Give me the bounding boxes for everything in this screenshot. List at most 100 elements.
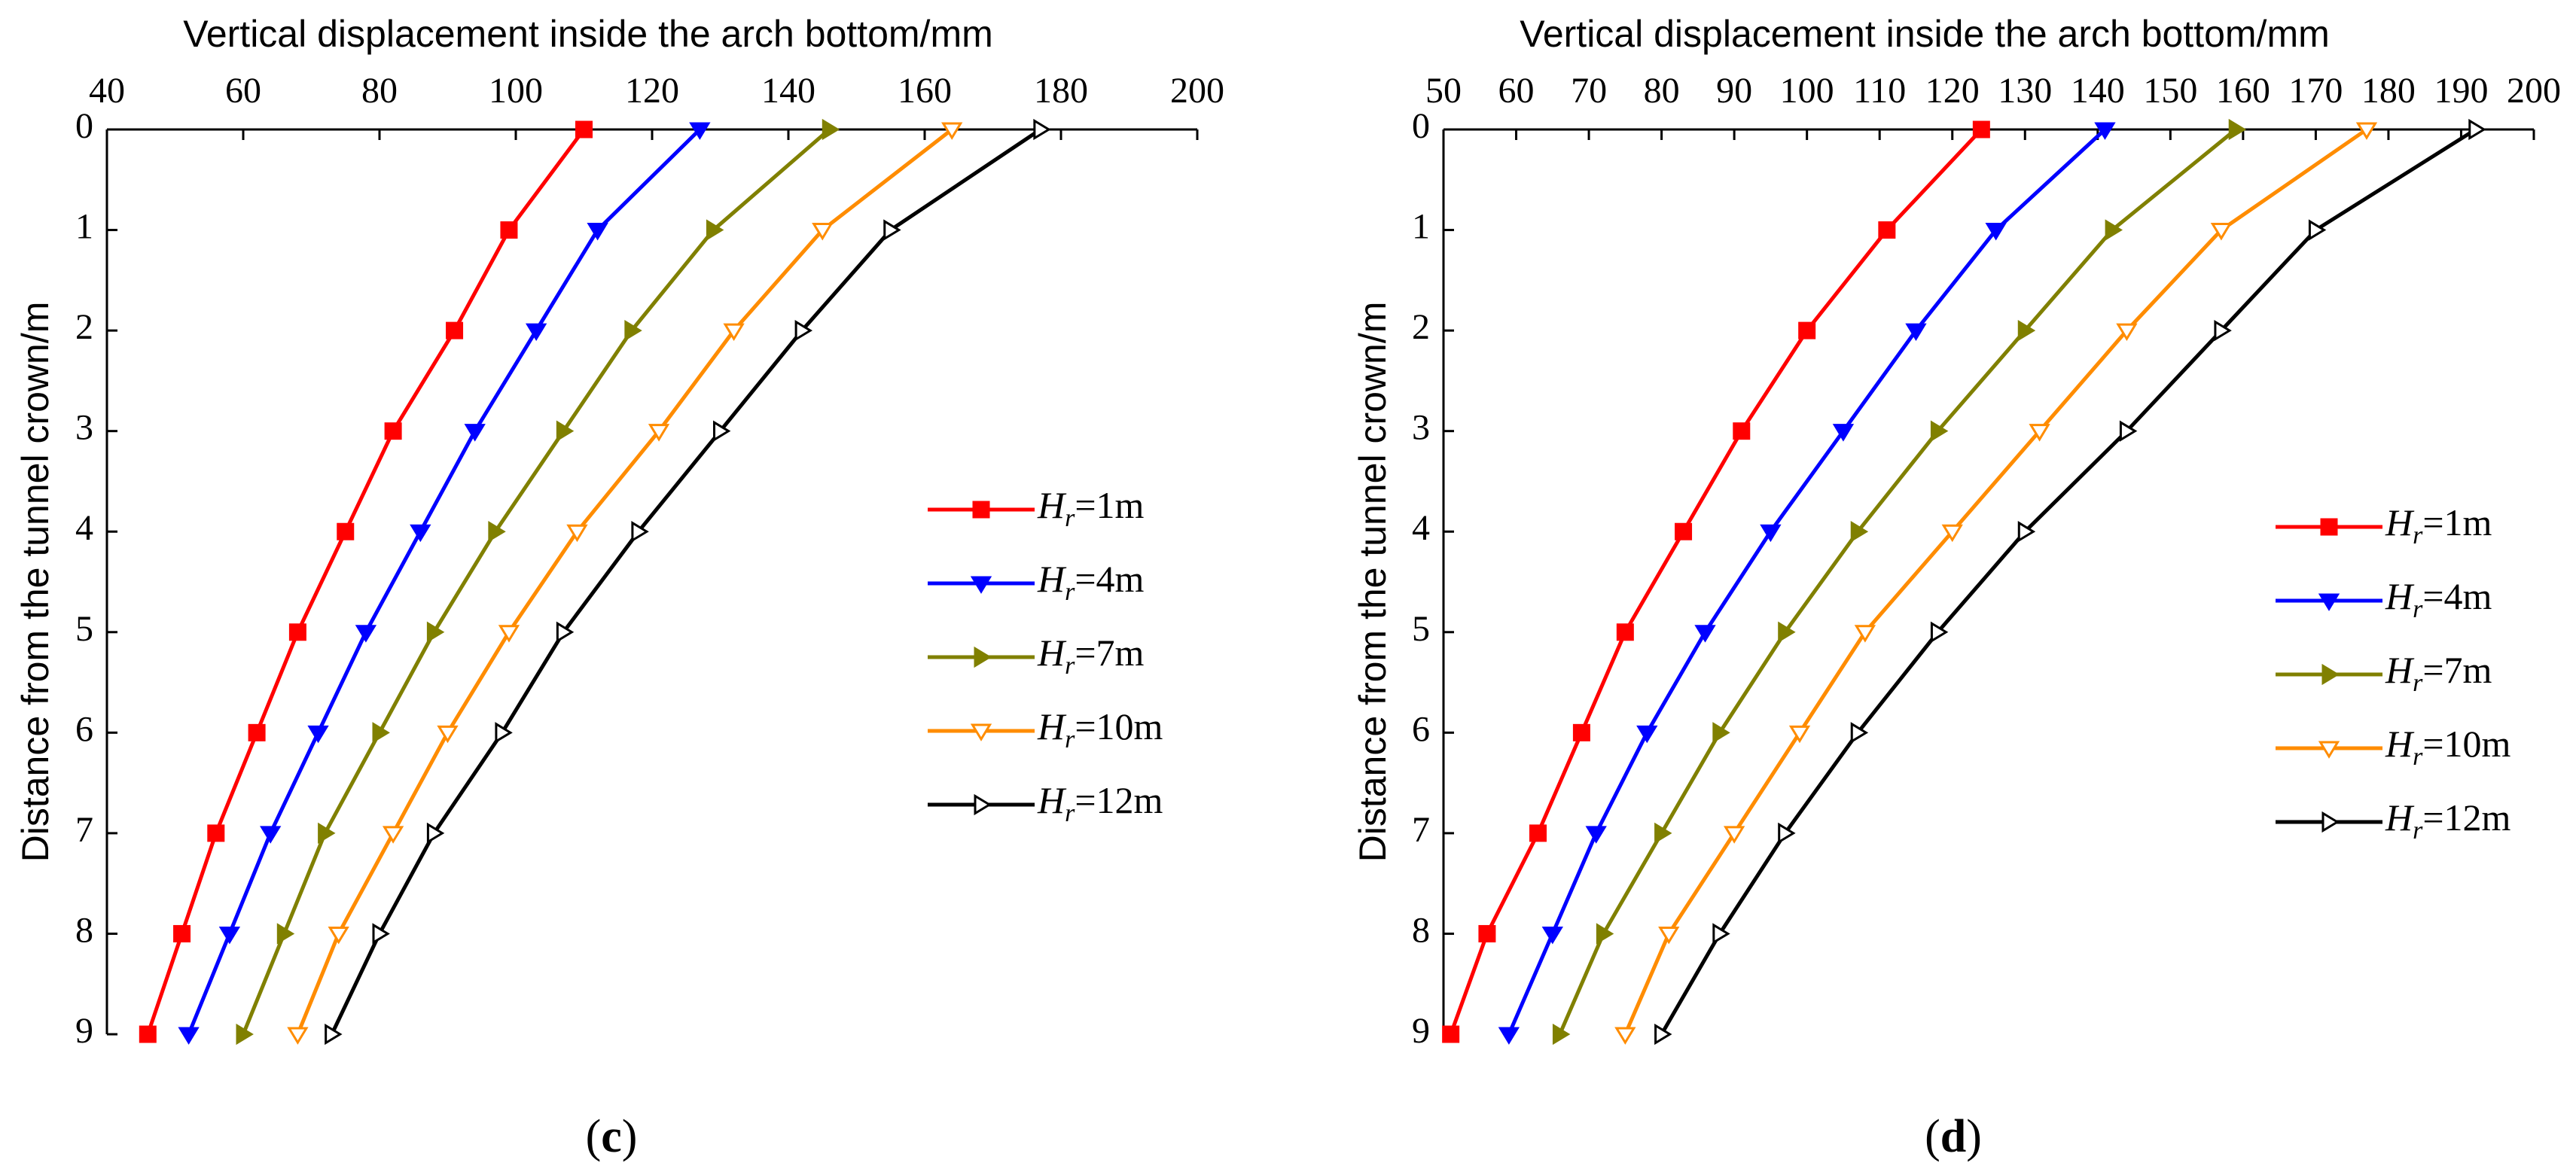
legend-label-value: =1m bbox=[2422, 501, 2492, 543]
legend-label-value: =10m bbox=[1075, 705, 1163, 747]
legend-label-subscript: r bbox=[1065, 578, 1075, 606]
legend-label-value: =10m bbox=[2422, 723, 2510, 765]
data-point bbox=[2017, 521, 2036, 543]
y-tick-label: 7 bbox=[1412, 810, 1430, 850]
y-tick-label: 8 bbox=[75, 910, 93, 950]
y-axis-title: Distance from the tunnel crown/m bbox=[14, 302, 56, 863]
caption-letter: d bbox=[1940, 1111, 1966, 1162]
chart-panel-d: 50 60 70 80 90 100 110 120 130 140 150 160 170 180 190… bbox=[1352, 13, 2561, 1162]
data-point bbox=[723, 323, 745, 342]
data-point bbox=[1930, 420, 1949, 442]
y-tick-label: 4 bbox=[1412, 508, 1430, 548]
y-tick-label: 5 bbox=[75, 609, 93, 649]
data-point bbox=[1616, 623, 1634, 641]
legend-label-value: =4m bbox=[1075, 558, 1144, 600]
x-tick-label: 60 bbox=[1498, 71, 1535, 111]
data-point bbox=[498, 625, 520, 643]
data-point bbox=[812, 223, 834, 241]
legend-label-subscript: r bbox=[1065, 652, 1075, 680]
data-point bbox=[1572, 723, 1590, 741]
data-point bbox=[941, 122, 963, 140]
legend-marker bbox=[970, 576, 992, 594]
x-tick-label: 140 bbox=[761, 71, 815, 111]
data-point bbox=[355, 625, 377, 643]
series-line bbox=[1558, 128, 2237, 1035]
data-point bbox=[1498, 1027, 1520, 1045]
y-tick-label: 2 bbox=[75, 307, 93, 347]
x-tick-label: 170 bbox=[2288, 71, 2343, 111]
data-point bbox=[587, 223, 608, 241]
series-line bbox=[1507, 128, 2107, 1035]
y-tick-label: 6 bbox=[1412, 709, 1430, 749]
series-1 bbox=[139, 120, 593, 1043]
legend-label-subscript: r bbox=[2413, 743, 2423, 771]
legend-marker bbox=[972, 501, 990, 519]
data-point bbox=[1798, 321, 1816, 339]
data-point bbox=[1905, 323, 1927, 342]
data-point bbox=[337, 522, 355, 540]
data-point bbox=[713, 420, 731, 442]
series-line bbox=[145, 128, 586, 1035]
x-tick-label: 110 bbox=[1853, 71, 1906, 111]
y-tick-label: 6 bbox=[75, 709, 93, 749]
legend-label-value: =12m bbox=[2422, 796, 2510, 839]
legend-label-subscript: r bbox=[2413, 595, 2423, 623]
data-point bbox=[566, 524, 588, 543]
data-point bbox=[1552, 1023, 1571, 1046]
x-tick-label: 190 bbox=[2434, 71, 2488, 111]
data-point bbox=[260, 826, 282, 844]
caption-paren: ( bbox=[1925, 1111, 1940, 1162]
x-axis-title: Vertical displacement inside the arch bo… bbox=[183, 13, 993, 55]
data-point bbox=[1636, 725, 1658, 744]
x-tick-label: 70 bbox=[1571, 71, 1607, 111]
data-point bbox=[2228, 118, 2247, 141]
legend-label-main: H bbox=[2385, 796, 2415, 839]
data-point bbox=[624, 319, 642, 342]
data-point bbox=[495, 722, 513, 744]
data-point bbox=[464, 424, 486, 442]
y-tick-label: 3 bbox=[75, 408, 93, 448]
legend-label: Hr=7m bbox=[1037, 632, 1145, 679]
series-line bbox=[1660, 127, 2477, 1036]
data-point bbox=[1614, 1027, 1636, 1045]
x-tick-label: 120 bbox=[625, 71, 679, 111]
series-3 bbox=[1552, 118, 2247, 1046]
data-point bbox=[207, 824, 225, 842]
legend-label-subscript: r bbox=[2413, 669, 2423, 697]
data-point bbox=[372, 722, 390, 744]
data-point bbox=[2308, 219, 2327, 241]
data-point bbox=[318, 822, 336, 845]
legend-label-main: H bbox=[1037, 558, 1067, 600]
x-tick-label: 180 bbox=[2361, 71, 2416, 111]
data-point bbox=[1788, 725, 1811, 744]
data-point bbox=[1529, 824, 1547, 842]
legend-label-main: H bbox=[1037, 632, 1067, 674]
series-line bbox=[241, 128, 831, 1035]
y-tick-label: 5 bbox=[1412, 609, 1430, 649]
data-point bbox=[446, 321, 464, 339]
data-point bbox=[1442, 1025, 1460, 1043]
data-point bbox=[1723, 826, 1745, 844]
data-point bbox=[1854, 625, 1876, 643]
legend-label-main: H bbox=[2385, 501, 2415, 543]
x-tick-label: 150 bbox=[2143, 71, 2197, 111]
series-4 bbox=[287, 122, 963, 1045]
x-tick-label: 90 bbox=[1716, 71, 1752, 111]
legend-label: Hr=7m bbox=[2385, 649, 2492, 696]
data-point bbox=[2017, 319, 2036, 342]
legend-label-value: =12m bbox=[1075, 779, 1163, 821]
data-point bbox=[1941, 524, 1963, 543]
x-tick-label: 80 bbox=[361, 71, 398, 111]
legend-label: Hr=4m bbox=[1037, 558, 1145, 605]
legend-marker bbox=[2321, 663, 2340, 686]
series-line bbox=[330, 127, 1042, 1036]
x-tick-label: 120 bbox=[1925, 71, 1980, 111]
data-point bbox=[248, 723, 266, 741]
data-point bbox=[2210, 223, 2233, 241]
data-point bbox=[1733, 422, 1751, 440]
x-tick-label: 100 bbox=[489, 71, 543, 111]
legend-label-value: =1m bbox=[1075, 484, 1144, 526]
x-tick-label: 180 bbox=[1034, 71, 1088, 111]
